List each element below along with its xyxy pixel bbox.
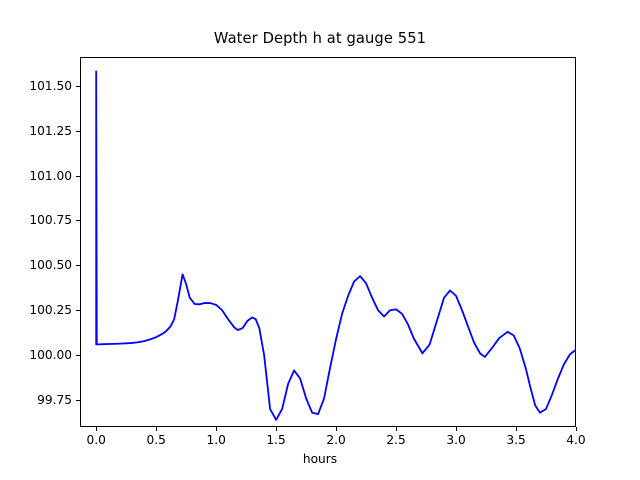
y-tick-mark — [76, 130, 80, 132]
x-tick-label: 2.0 — [326, 433, 346, 447]
chart-title: Water Depth h at gauge 551 — [213, 30, 427, 47]
x-tick-mark — [516, 427, 518, 431]
x-tick-mark — [396, 427, 398, 431]
y-tick-label: 100.00 — [29, 348, 72, 363]
y-tick-label: 100.75 — [29, 213, 72, 228]
y-tick-label: 101.00 — [29, 168, 72, 183]
x-tick-label: 2.5 — [386, 433, 406, 447]
x-tick-mark — [216, 427, 218, 431]
y-tick-label: 100.25 — [29, 303, 72, 318]
x-tick-label: 4.0 — [566, 433, 586, 447]
x-tick-label: 1.0 — [206, 433, 226, 447]
y-tick-label: 100.50 — [29, 258, 72, 273]
line-chart-svg — [95, 70, 576, 421]
y-tick-label: 101.25 — [29, 123, 72, 138]
series-line-h — [95, 70, 576, 421]
y-tick-mark — [76, 355, 80, 357]
x-tick-mark — [156, 427, 158, 431]
plot-area-frame — [80, 57, 576, 427]
y-tick-label: 101.50 — [29, 78, 72, 93]
y-tick-mark — [76, 400, 80, 402]
y-tick-label: 99.75 — [37, 393, 72, 408]
y-tick-mark — [76, 175, 80, 177]
x-tick-mark — [336, 427, 338, 431]
x-tick-label: 3.5 — [506, 433, 526, 447]
chart-canvas — [80, 57, 576, 427]
y-tick-mark — [76, 220, 80, 222]
x-tick-label: 1.5 — [266, 433, 286, 447]
x-tick-mark — [456, 427, 458, 431]
x-axis-label: hours — [302, 452, 338, 466]
y-tick-mark — [76, 85, 80, 87]
y-tick-mark — [76, 310, 80, 312]
x-tick-label: 0.0 — [86, 433, 106, 447]
x-tick-label: 3.0 — [446, 433, 466, 447]
x-tick-mark — [276, 427, 278, 431]
x-tick-mark — [576, 427, 577, 431]
y-tick-mark — [76, 265, 80, 267]
x-tick-label: 0.5 — [146, 433, 166, 447]
x-tick-mark — [96, 427, 98, 431]
